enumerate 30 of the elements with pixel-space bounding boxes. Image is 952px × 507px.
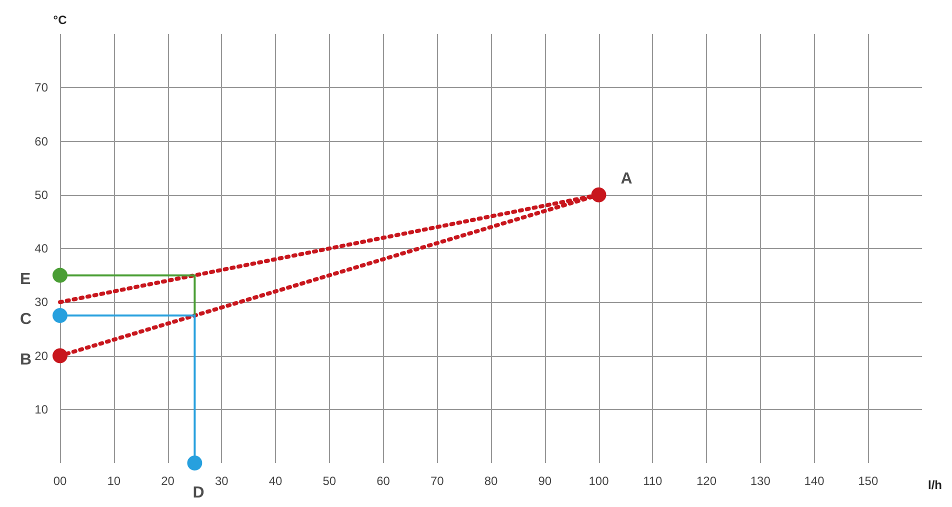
y-tick-label: 20 — [34, 348, 48, 363]
x-tick-label: 70 — [430, 474, 444, 488]
x-tick-label: 110 — [643, 474, 663, 488]
x-axis-title: l/h — [928, 478, 942, 492]
annotation: D — [192, 484, 204, 502]
x-tick-label: 120 — [696, 474, 717, 488]
annotation: B — [20, 351, 32, 368]
y-tick-label: 10 — [34, 402, 48, 416]
y-tick-label: 60 — [34, 134, 48, 148]
x-tick-label: 150 — [858, 474, 878, 488]
x-tick-label: 40 — [268, 474, 282, 488]
y-tick-label: 40 — [34, 242, 48, 256]
annotation: A — [620, 170, 633, 188]
y-tick-label: 50 — [34, 188, 48, 202]
x-tick-label: 130 — [750, 474, 771, 488]
x-tick-label: 00 — [53, 474, 67, 488]
annotation: E — [20, 270, 31, 288]
y-axis-title: °C — [53, 13, 68, 27]
x-tick-label: 80 — [484, 474, 498, 488]
x-tick-label: 90 — [538, 474, 552, 488]
x-tick-label: 140 — [804, 474, 825, 488]
y-tick-label: 30 — [34, 295, 48, 310]
x-tick-label: 50 — [322, 474, 336, 488]
x-tick-label: 20 — [161, 474, 175, 488]
x-tick-label: 30 — [214, 474, 229, 488]
x-tick-label: 100 — [588, 474, 610, 488]
y-tick-label: 70 — [34, 80, 48, 95]
annotation: C — [20, 311, 32, 328]
x-tick-label: 10 — [107, 474, 121, 488]
x-tick-label: 60 — [376, 474, 390, 488]
